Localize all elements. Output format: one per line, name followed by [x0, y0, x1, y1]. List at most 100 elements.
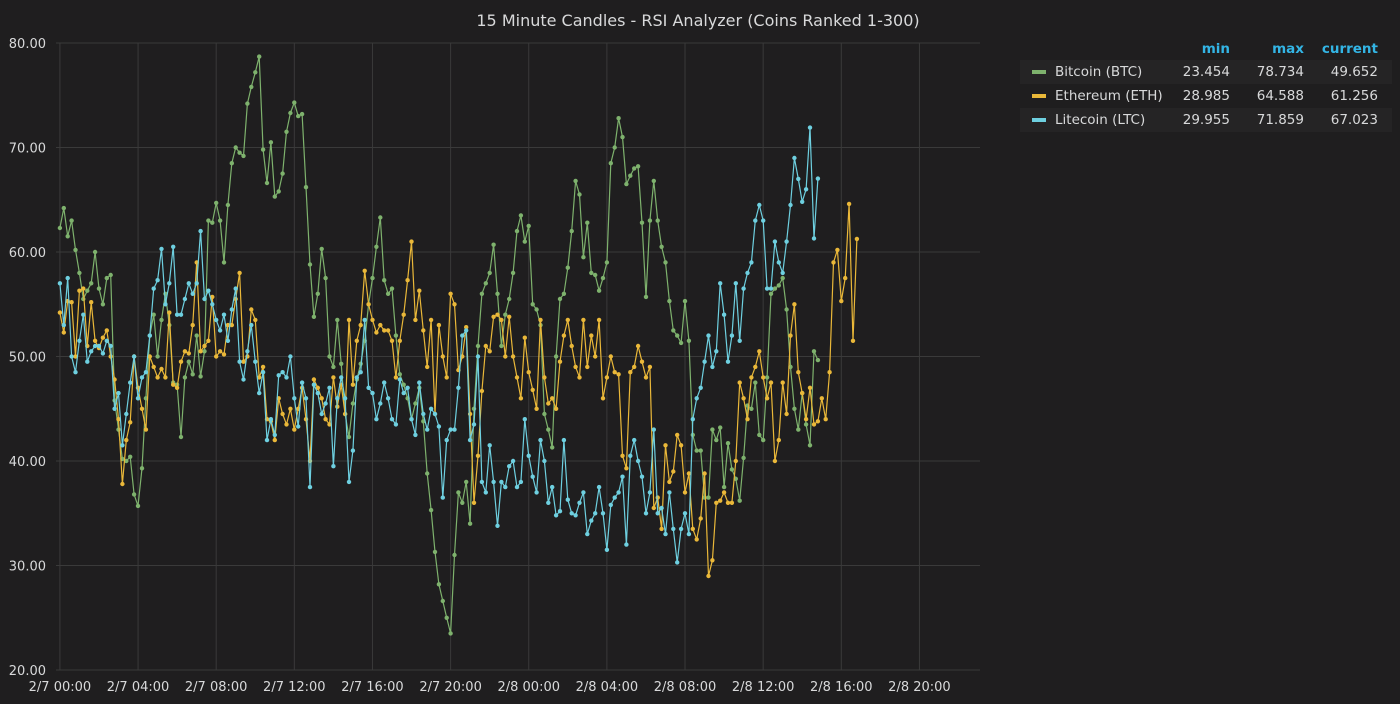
data-point-eth[interactable]	[729, 500, 735, 505]
data-point-btc[interactable]	[432, 549, 438, 555]
data-point-ltc[interactable]	[319, 411, 324, 417]
data-point-ltc[interactable]	[174, 312, 180, 317]
data-point-ltc[interactable]	[81, 312, 86, 317]
data-point-eth[interactable]	[542, 375, 547, 380]
data-point-ltc[interactable]	[686, 531, 692, 537]
data-point-ltc[interactable]	[464, 328, 469, 333]
data-point-eth[interactable]	[155, 375, 160, 380]
data-point-ltc[interactable]	[421, 411, 426, 417]
data-point-ltc[interactable]	[307, 484, 313, 490]
legend-name-ltc[interactable]: Litecoin (LTC)	[1055, 112, 1146, 128]
data-point-eth[interactable]	[589, 333, 594, 338]
legend-name-eth[interactable]: Ethereum (ETH)	[1055, 88, 1163, 104]
data-point-eth[interactable]	[389, 338, 395, 343]
data-point-ltc[interactable]	[690, 417, 695, 422]
data-point-ltc[interactable]	[538, 437, 543, 443]
data-point-ltc[interactable]	[694, 396, 699, 401]
data-point-btc[interactable]	[718, 425, 723, 430]
data-point-eth[interactable]	[428, 317, 434, 323]
data-point-ltc[interactable]	[471, 422, 477, 427]
data-point-eth[interactable]	[229, 322, 234, 328]
data-point-ltc[interactable]	[253, 359, 258, 364]
data-point-btc[interactable]	[389, 286, 395, 291]
data-point-btc[interactable]	[428, 507, 434, 513]
data-point-btc[interactable]	[596, 288, 602, 293]
data-point-btc[interactable]	[370, 275, 375, 281]
legend-header-max[interactable]: max	[1272, 41, 1304, 57]
data-point-ltc[interactable]	[604, 547, 610, 552]
data-point-ltc[interactable]	[198, 228, 203, 234]
data-point-eth[interactable]	[635, 343, 641, 349]
data-point-ltc[interactable]	[589, 518, 594, 523]
data-point-ltc[interactable]	[487, 443, 492, 448]
data-point-ltc[interactable]	[600, 511, 606, 516]
data-point-btc[interactable]	[374, 244, 379, 249]
data-point-btc[interactable]	[518, 213, 524, 218]
data-point-btc[interactable]	[632, 166, 637, 171]
data-point-eth[interactable]	[569, 343, 574, 349]
data-point-btc[interactable]	[135, 503, 141, 509]
data-point-eth[interactable]	[104, 328, 110, 333]
data-point-eth[interactable]	[651, 505, 656, 511]
data-point-btc[interactable]	[526, 223, 531, 229]
data-point-eth[interactable]	[796, 370, 801, 375]
data-point-ltc[interactable]	[120, 443, 125, 448]
data-point-eth[interactable]	[202, 343, 207, 349]
data-point-eth[interactable]	[612, 370, 617, 375]
data-point-ltc[interactable]	[374, 417, 379, 422]
data-point-btc[interactable]	[151, 312, 156, 317]
data-point-btc[interactable]	[557, 296, 563, 302]
data-point-ltc[interactable]	[788, 202, 793, 208]
data-point-eth[interactable]	[718, 498, 723, 503]
data-point-eth[interactable]	[421, 328, 426, 333]
data-point-ltc[interactable]	[479, 479, 485, 485]
data-point-eth[interactable]	[475, 453, 481, 458]
data-point-ltc[interactable]	[811, 236, 817, 241]
data-point-btc[interactable]	[737, 498, 742, 503]
data-point-eth[interactable]	[167, 310, 172, 315]
data-point-eth[interactable]	[471, 500, 477, 505]
data-point-ltc[interactable]	[628, 453, 633, 458]
data-point-ltc[interactable]	[706, 333, 711, 338]
data-point-eth[interactable]	[464, 325, 469, 330]
data-point-eth[interactable]	[850, 338, 856, 343]
data-point-ltc[interactable]	[432, 411, 438, 417]
data-point-ltc[interactable]	[339, 375, 344, 380]
data-point-btc[interactable]	[682, 298, 688, 304]
data-point-btc[interactable]	[694, 448, 699, 453]
data-point-eth[interactable]	[854, 236, 860, 242]
data-point-eth[interactable]	[604, 375, 610, 380]
data-point-btc[interactable]	[522, 239, 527, 244]
data-point-ltc[interactable]	[678, 526, 684, 532]
data-point-eth[interactable]	[757, 349, 762, 354]
data-point-eth[interactable]	[518, 396, 524, 401]
data-point-ltc[interactable]	[663, 531, 668, 537]
data-point-ltc[interactable]	[495, 523, 500, 528]
data-point-ltc[interactable]	[401, 390, 406, 396]
data-point-btc[interactable]	[456, 490, 461, 495]
data-point-btc[interactable]	[675, 333, 680, 338]
data-point-ltc[interactable]	[577, 500, 582, 505]
data-point-ltc[interactable]	[61, 322, 66, 328]
data-point-ltc[interactable]	[108, 343, 113, 349]
data-point-ltc[interactable]	[749, 260, 754, 265]
data-point-btc[interactable]	[307, 262, 313, 267]
data-point-eth[interactable]	[843, 275, 848, 281]
data-point-eth[interactable]	[803, 417, 809, 422]
data-point-ltc[interactable]	[190, 291, 195, 296]
data-point-eth[interactable]	[807, 385, 813, 390]
data-point-eth[interactable]	[522, 335, 527, 340]
data-point-ltc[interactable]	[561, 437, 567, 443]
data-point-eth[interactable]	[354, 338, 359, 343]
data-point-ltc[interactable]	[116, 390, 121, 396]
data-point-ltc[interactable]	[350, 448, 356, 453]
data-point-eth[interactable]	[667, 479, 672, 485]
data-point-ltc[interactable]	[128, 380, 133, 385]
data-point-eth[interactable]	[487, 349, 492, 354]
data-point-eth[interactable]	[776, 437, 781, 443]
data-point-btc[interactable]	[686, 338, 692, 343]
data-point-eth[interactable]	[288, 406, 293, 411]
data-point-btc[interactable]	[233, 145, 238, 150]
data-point-eth[interactable]	[280, 411, 285, 417]
data-point-btc[interactable]	[350, 401, 356, 406]
